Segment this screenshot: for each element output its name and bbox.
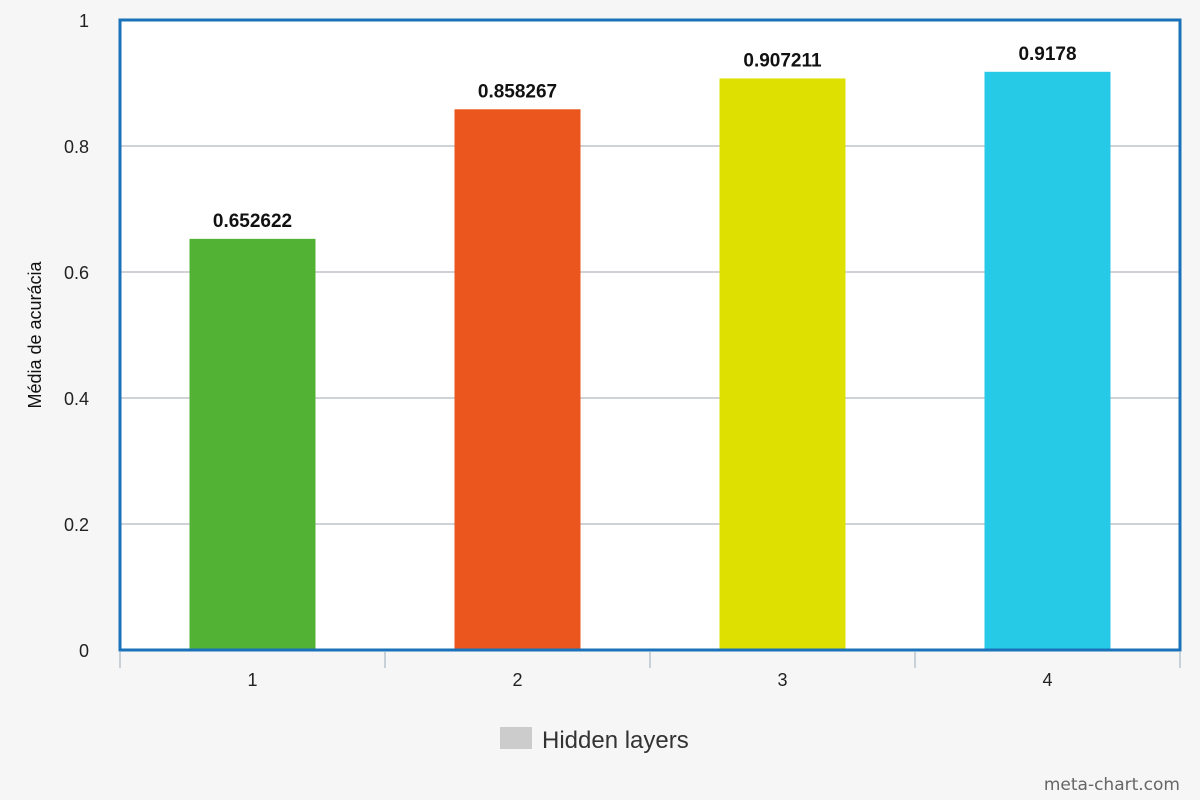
x-tick-label: 4	[1042, 670, 1052, 690]
bar[interactable]	[454, 109, 581, 650]
bar[interactable]	[719, 78, 846, 650]
y-tick-label: 0	[79, 641, 89, 661]
x-axis-ticks: 1 2 3 4	[119, 652, 1181, 690]
y-tick-label: 0.4	[64, 389, 89, 409]
x-tick-label: 2	[512, 670, 522, 690]
plot-frame	[118, 18, 1182, 652]
legend-swatch	[500, 727, 532, 749]
y-tick-label: 0.6	[64, 263, 89, 283]
data-label: 0.907211	[743, 50, 822, 71]
y-axis-ticks: 0 0.2 0.4 0.6 0.8 1	[64, 11, 89, 661]
credit-text[interactable]: meta-chart.com	[1044, 775, 1180, 795]
data-label: 0.858267	[478, 81, 557, 102]
x-tick-label: 1	[247, 670, 257, 690]
y-tick-label: 0.2	[64, 515, 89, 535]
legend-label: Hidden layers	[542, 727, 689, 754]
bars: 0.652622 0.858267 0.907211 0.9178	[189, 44, 1111, 650]
bar[interactable]	[189, 238, 316, 650]
x-tick-label: 3	[777, 670, 787, 690]
y-tick-label: 1	[79, 11, 89, 31]
data-label: 0.652622	[213, 211, 292, 232]
data-label: 0.9178	[1018, 44, 1076, 65]
y-axis-title: Média de acurácia	[25, 260, 45, 408]
legend[interactable]: Hidden layers	[500, 727, 689, 754]
y-tick-label: 0.8	[64, 137, 89, 157]
bar[interactable]	[984, 71, 1111, 650]
